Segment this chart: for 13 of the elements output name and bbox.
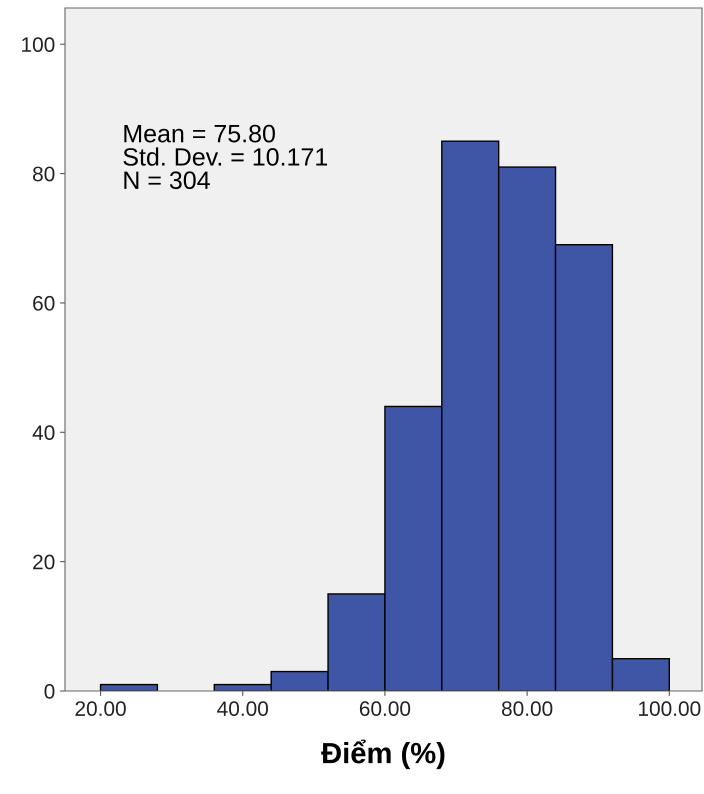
y-tick-label: 60: [33, 296, 54, 311]
y-tick-label: 100: [22, 37, 54, 52]
x-axis-title: Điểm (%): [321, 740, 444, 770]
x-tick-label: 80.00: [502, 701, 552, 716]
x-tick-label: 100.00: [639, 701, 700, 716]
y-tick-label: 20: [33, 554, 54, 570]
annotation: Mean = 75.80 Std. Dev. = 10.171 N = 304: [123, 124, 328, 190]
x-tick-label: 40.00: [217, 701, 268, 716]
y-tick-label: 40: [32, 425, 54, 440]
y-tick-label: 0: [44, 684, 54, 699]
y-tick-label: 80: [33, 166, 54, 182]
x-tick-label: 20.00: [76, 701, 126, 716]
x-tick-label: 60.00: [360, 701, 410, 716]
